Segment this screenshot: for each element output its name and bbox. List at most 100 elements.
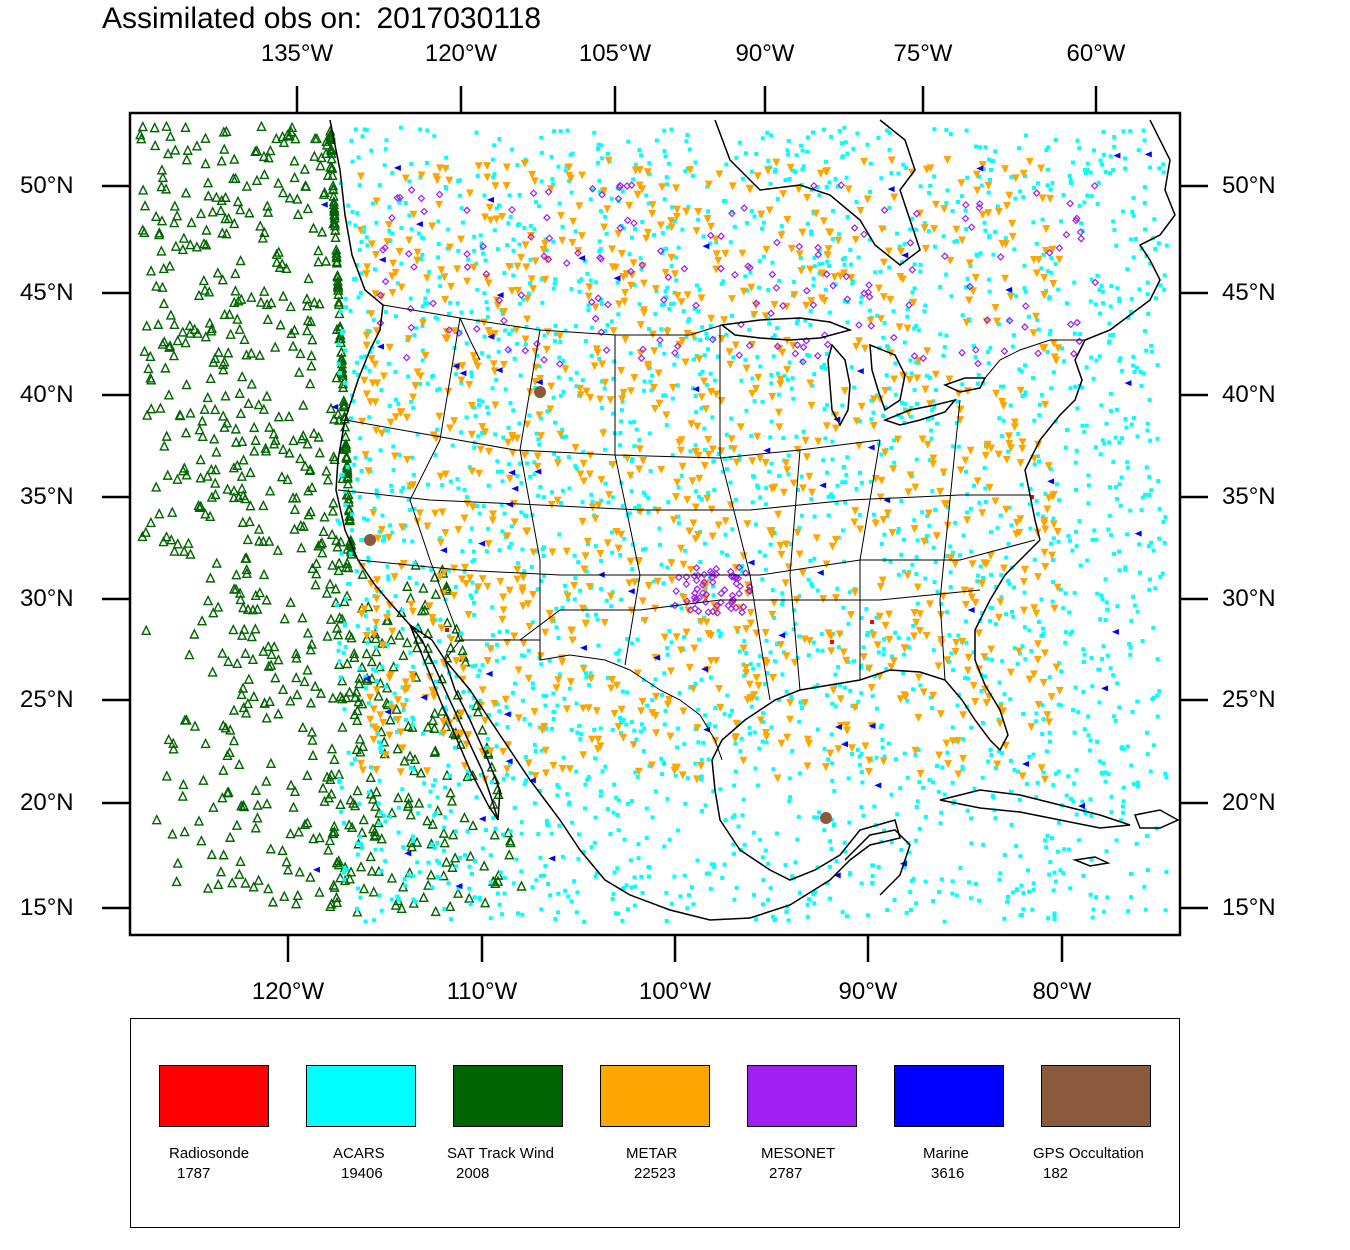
metar-marker	[776, 375, 785, 384]
mesonet-marker	[574, 249, 582, 257]
acars-marker	[859, 752, 864, 757]
acars-marker	[459, 631, 464, 636]
sat-wind-marker	[274, 261, 285, 272]
metar-marker	[500, 308, 509, 317]
acars-marker	[710, 862, 715, 867]
metar-marker	[974, 629, 983, 638]
acars-marker	[639, 153, 644, 158]
metar-marker	[685, 663, 694, 672]
sat-wind-marker	[365, 850, 376, 862]
metar-marker	[565, 171, 574, 180]
acars-marker	[501, 656, 506, 661]
sat-wind-marker	[151, 814, 162, 825]
acars-marker	[1091, 907, 1096, 912]
marine-marker	[495, 367, 503, 374]
acars-marker	[479, 772, 484, 777]
metar-marker	[667, 559, 676, 568]
metar-marker	[388, 272, 397, 281]
acars-marker	[912, 286, 917, 291]
metar-marker	[748, 457, 757, 466]
sat-wind-marker	[277, 186, 289, 198]
acars-marker	[749, 209, 754, 214]
metar-marker	[856, 525, 865, 534]
metar-marker	[594, 501, 603, 510]
mesonet-marker	[379, 246, 387, 254]
metar-marker	[881, 621, 890, 630]
acars-marker	[685, 132, 690, 137]
acars-marker	[822, 362, 827, 367]
acars-marker	[882, 754, 887, 759]
metar-marker	[754, 373, 763, 382]
metar-marker	[807, 488, 816, 497]
metar-marker	[441, 296, 450, 305]
metar-marker	[834, 745, 843, 754]
acars-marker	[1162, 287, 1167, 292]
acars-marker	[791, 396, 796, 401]
acars-marker	[359, 240, 364, 245]
sat-wind-marker	[317, 782, 329, 793]
acars-marker	[931, 899, 936, 904]
metar-marker	[753, 172, 762, 181]
metar-marker	[1040, 291, 1049, 300]
acars-marker	[798, 256, 803, 261]
acars-marker	[403, 200, 408, 205]
metar-marker	[777, 231, 786, 240]
mesonet-marker	[664, 273, 673, 282]
acars-marker	[483, 828, 488, 833]
metar-marker	[712, 656, 721, 665]
acars-marker	[354, 569, 359, 574]
metar-marker	[413, 248, 422, 257]
acars-marker	[1155, 693, 1160, 698]
acars-marker	[932, 174, 937, 179]
sat-wind-marker	[441, 856, 452, 867]
acars-marker	[969, 549, 974, 554]
metar-marker	[620, 297, 629, 306]
metar-marker	[619, 733, 628, 742]
acars-marker	[1123, 166, 1128, 171]
mesonet-marker	[738, 608, 746, 617]
sat-wind-marker	[230, 172, 241, 184]
acars-marker	[789, 386, 794, 391]
acars-marker	[792, 608, 797, 613]
acars-marker	[842, 685, 847, 690]
metar-marker	[708, 532, 717, 541]
acars-marker	[810, 584, 815, 589]
acars-marker	[722, 862, 727, 867]
acars-marker	[615, 280, 620, 285]
sat-wind-marker	[331, 622, 343, 633]
acars-marker	[870, 880, 875, 885]
acars-marker	[799, 474, 804, 479]
acars-marker	[799, 513, 804, 518]
us-canada-border	[382, 304, 723, 336]
metar-marker	[548, 548, 557, 557]
acars-marker	[764, 486, 769, 491]
acars-marker	[630, 641, 635, 646]
mesonet-marker	[602, 346, 611, 355]
metar-marker	[514, 714, 523, 723]
metar-marker	[978, 210, 987, 219]
acars-marker	[992, 808, 997, 813]
acars-marker	[633, 770, 638, 775]
acars-marker	[374, 645, 379, 650]
mesonet-marker	[779, 301, 787, 310]
acars-marker	[1059, 346, 1064, 351]
acars-marker	[1020, 394, 1025, 399]
acars-marker	[924, 533, 929, 538]
sat-wind-marker	[250, 623, 261, 634]
acars-marker	[478, 698, 483, 703]
metar-marker	[783, 365, 792, 374]
acars-marker	[1072, 331, 1077, 336]
acars-marker	[1155, 363, 1160, 368]
sat-wind-marker	[261, 775, 272, 786]
metar-marker	[803, 193, 812, 202]
sat-wind-marker	[324, 578, 336, 589]
acars-marker	[482, 193, 487, 198]
acars-marker	[718, 634, 723, 639]
acars-marker	[989, 657, 994, 662]
metar-marker	[1006, 292, 1015, 301]
sat-wind-marker	[258, 499, 269, 511]
acars-marker	[556, 455, 561, 460]
acars-marker	[632, 419, 637, 424]
sat-wind-marker	[334, 307, 345, 319]
metar-marker	[666, 667, 675, 676]
